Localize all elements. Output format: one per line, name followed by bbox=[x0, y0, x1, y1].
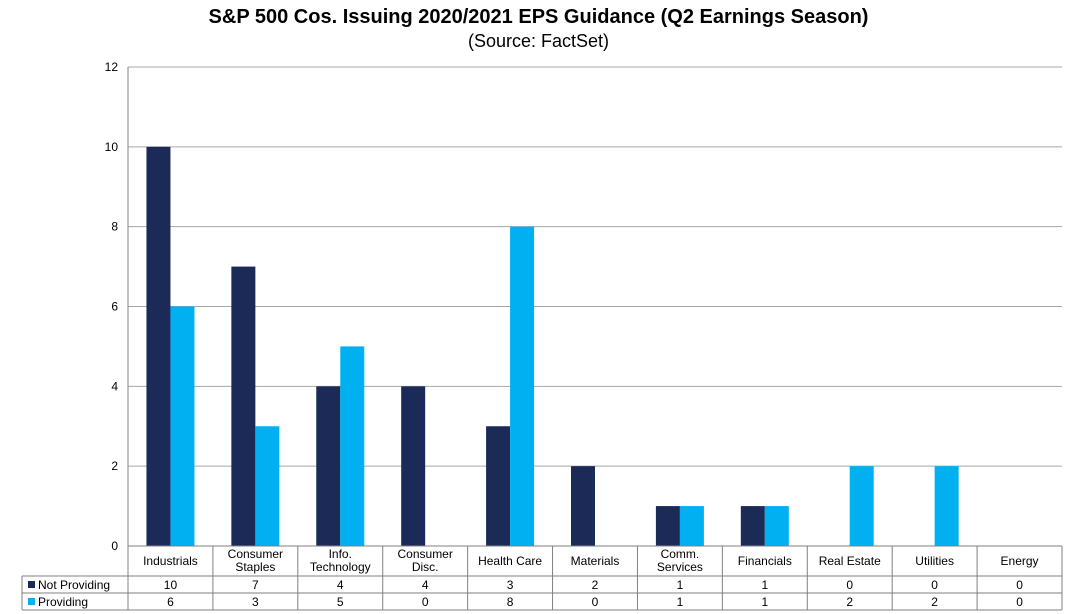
y-tick-label: 12 bbox=[105, 60, 119, 74]
bar-providing bbox=[510, 226, 535, 546]
category-label: Comm. bbox=[661, 547, 700, 561]
bar-providing bbox=[170, 306, 195, 546]
table-value: 4 bbox=[337, 578, 344, 592]
table-value: 10 bbox=[164, 578, 178, 592]
bar-not-providing bbox=[316, 386, 341, 546]
category-label: Staples bbox=[235, 560, 275, 574]
table-value: 6 bbox=[167, 595, 174, 609]
table-value: 2 bbox=[846, 595, 853, 609]
bar-providing bbox=[679, 506, 704, 546]
category-label: Real Estate bbox=[819, 554, 881, 568]
legend-label: Providing bbox=[38, 595, 88, 609]
y-tick-label: 10 bbox=[105, 140, 119, 154]
table-value: 3 bbox=[507, 578, 514, 592]
bar-not-providing bbox=[146, 146, 171, 547]
bar-providing bbox=[934, 466, 959, 546]
y-tick-label: 4 bbox=[111, 379, 118, 393]
legend-label: Not Providing bbox=[38, 578, 110, 592]
bar-not-providing bbox=[486, 426, 511, 546]
bar-not-providing bbox=[231, 266, 256, 546]
category-label: Disc. bbox=[412, 560, 439, 574]
category-label: Technology bbox=[310, 560, 371, 574]
bar-providing bbox=[849, 466, 874, 546]
bar-providing bbox=[340, 346, 365, 546]
chart-subtitle: (Source: FactSet) bbox=[467, 31, 610, 51]
table-value: 0 bbox=[422, 595, 429, 609]
bar-providing bbox=[255, 426, 280, 546]
y-tick-label: 0 bbox=[111, 539, 118, 553]
legend-key bbox=[28, 581, 35, 588]
table-value: 7 bbox=[252, 578, 259, 592]
table-value: 1 bbox=[677, 595, 684, 609]
table-value: 0 bbox=[931, 578, 938, 592]
table-value: 2 bbox=[592, 578, 599, 592]
bar-providing bbox=[764, 506, 789, 546]
y-tick-label: 8 bbox=[111, 220, 118, 234]
category-label: Utilities bbox=[915, 554, 954, 568]
table-value: 2 bbox=[931, 595, 938, 609]
table-value: 1 bbox=[761, 578, 768, 592]
table-value: 1 bbox=[761, 595, 768, 609]
category-label: Services bbox=[657, 560, 703, 574]
table-value: 0 bbox=[1016, 578, 1023, 592]
bar-not-providing bbox=[571, 466, 595, 546]
category-label: Financials bbox=[738, 554, 792, 568]
chart-title: S&P 500 Cos. Issuing 2020/2021 EPS Guida… bbox=[208, 6, 869, 28]
table-value: 3 bbox=[252, 595, 259, 609]
table-value: 4 bbox=[422, 578, 429, 592]
bar-not-providing bbox=[740, 506, 765, 546]
table-value: 1 bbox=[677, 578, 684, 592]
legend-key bbox=[28, 598, 35, 605]
category-label: Industrials bbox=[143, 554, 198, 568]
category-label: Consumer bbox=[398, 547, 453, 561]
category-label: Materials bbox=[571, 554, 620, 568]
table-value: 0 bbox=[846, 578, 853, 592]
y-tick-label: 2 bbox=[111, 459, 118, 473]
category-label: Consumer bbox=[228, 547, 283, 561]
bar-not-providing bbox=[401, 386, 426, 546]
category-label: Info. bbox=[329, 547, 352, 561]
table-value: 5 bbox=[337, 595, 344, 609]
bar-not-providing bbox=[655, 506, 680, 546]
category-label: Energy bbox=[1001, 554, 1039, 568]
y-tick-label: 6 bbox=[111, 300, 118, 314]
table-value: 0 bbox=[1016, 595, 1023, 609]
table-value: 0 bbox=[592, 595, 599, 609]
category-label: Health Care bbox=[478, 554, 542, 568]
table-value: 8 bbox=[507, 595, 514, 609]
